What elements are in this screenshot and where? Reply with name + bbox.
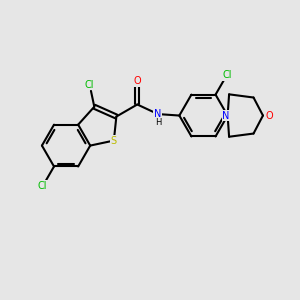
- Text: N: N: [154, 109, 161, 119]
- Text: O: O: [266, 110, 273, 121]
- Text: N: N: [223, 110, 230, 121]
- Text: Cl: Cl: [38, 181, 47, 191]
- Text: S: S: [111, 136, 117, 146]
- Text: Cl: Cl: [85, 80, 94, 90]
- Text: H: H: [154, 118, 161, 127]
- Text: Cl: Cl: [222, 70, 232, 80]
- Text: O: O: [134, 76, 141, 86]
